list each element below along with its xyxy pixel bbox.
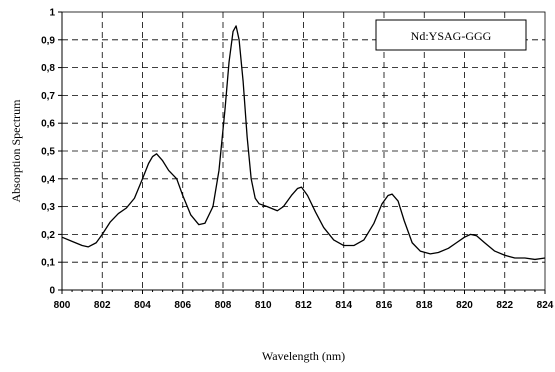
y-tick-label: 0,7 xyxy=(41,91,55,102)
y-tick-label: 0,8 xyxy=(41,63,55,74)
y-tick-labels: 0 0,1 0,2 0,3 0,4 0,5 0,6 0,7 0,8 0,9 1 xyxy=(41,8,55,297)
y-tick-label: 0,5 xyxy=(41,147,55,158)
x-tick-label: 812 xyxy=(295,300,312,311)
x-tick-label: 810 xyxy=(255,300,272,311)
x-tick-label: 822 xyxy=(496,300,513,311)
x-tick-label: 804 xyxy=(134,300,151,311)
y-tick-label: 0,9 xyxy=(41,35,55,46)
y-tick-label: 0,6 xyxy=(41,119,55,130)
axes xyxy=(58,11,546,294)
legend-box xyxy=(375,19,527,51)
x-tick-label: 800 xyxy=(54,300,71,311)
x-tick-label: 808 xyxy=(215,300,232,311)
x-tick-label: 802 xyxy=(94,300,111,311)
y-tick-label: 0,4 xyxy=(41,174,55,185)
legend-label: Nd:YSAG-GGG xyxy=(411,29,492,43)
y-tick-label: 0,1 xyxy=(41,258,55,269)
y-axis-title: Absorption Spectrum xyxy=(9,99,23,203)
x-tick-label: 806 xyxy=(174,300,191,311)
x-axis-title: Wavelength (nm) xyxy=(262,349,345,363)
y-tick-label: 0 xyxy=(49,286,55,297)
x-tick-label: 824 xyxy=(537,300,554,311)
y-tick-label: 1 xyxy=(49,8,55,19)
y-tick-label: 0,2 xyxy=(41,230,55,241)
legend: Nd:YSAG-GGG xyxy=(375,19,527,51)
x-tick-label: 820 xyxy=(456,300,473,311)
x-tick-label: 818 xyxy=(416,300,433,311)
x-tick-label: 816 xyxy=(376,300,393,311)
gridlines xyxy=(62,12,545,290)
x-tick-label: 814 xyxy=(335,300,352,311)
x-tick-labels: 800 802 804 806 808 810 812 814 816 818 820 822 824 xyxy=(54,300,554,311)
series-line-nd-ysag-ggg xyxy=(61,25,546,261)
y-tick-label: 0,3 xyxy=(41,202,55,213)
